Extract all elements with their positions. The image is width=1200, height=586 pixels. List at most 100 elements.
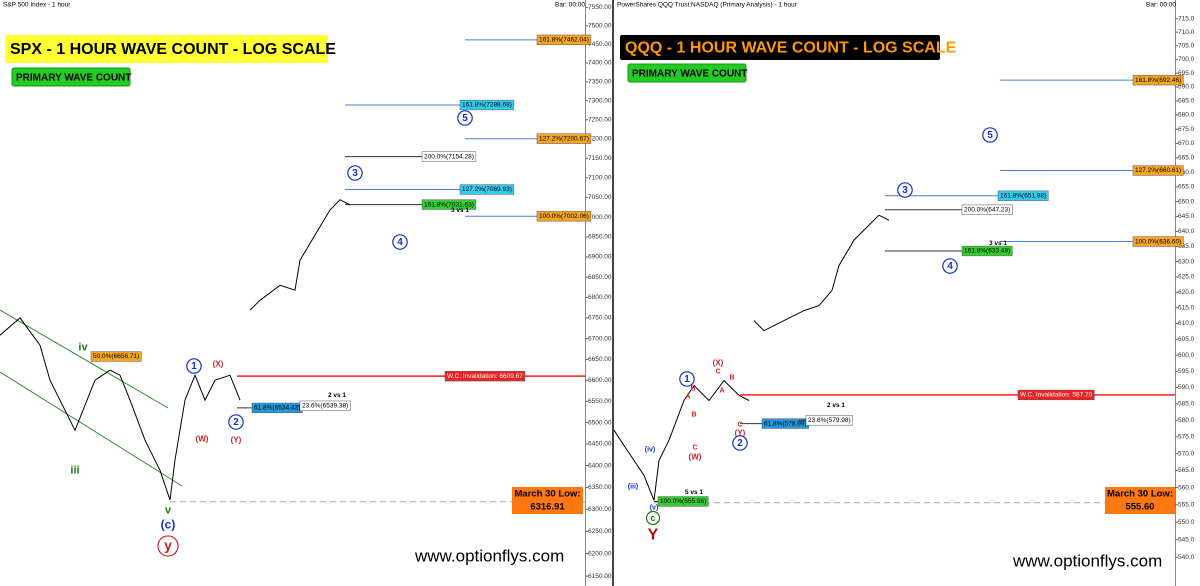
- level-label-box: [459, 99, 515, 111]
- level-label: 161.8%(7462.04): [539, 37, 589, 44]
- y-tick-label: 7550.00: [588, 4, 612, 11]
- y-tick-label: 645.0: [1178, 213, 1195, 220]
- y-tick-label: 7000.00: [588, 214, 612, 221]
- wave-label: C: [692, 444, 697, 451]
- y-tick-label: 7400.00: [588, 60, 612, 67]
- low-box: [512, 487, 583, 514]
- y-tick-label: 575.0: [1178, 434, 1195, 441]
- wave-label: (c): [161, 518, 176, 532]
- low-value: 6316.91: [530, 502, 565, 513]
- level-label-box: [421, 151, 477, 162]
- level-label: 200.0%(7154.28): [424, 153, 474, 160]
- level-label-box: [421, 199, 477, 210]
- y-tick-label: 6800.00: [588, 294, 612, 301]
- wave-label: 2 vs 1: [328, 392, 346, 399]
- level-label: 100.0%(636.60): [1135, 238, 1181, 245]
- wave-circle: [897, 182, 913, 198]
- y-tick-label: 675.0: [1178, 126, 1195, 133]
- wave-circle: [732, 435, 748, 451]
- y-tick-label: 6750.00: [588, 315, 612, 322]
- watermark: www.optionflys.com: [1012, 551, 1162, 570]
- chart-title: QQQ - 1 HOUR WAVE COUNT - LOG SCALE: [625, 40, 957, 57]
- y-tick-label: 6350.00: [588, 484, 612, 491]
- level-label: 127.2%(7200.67): [539, 135, 589, 142]
- level-label-box: [299, 400, 351, 411]
- wave-label: (v): [650, 504, 659, 511]
- y-tick-label: 590.0: [1178, 384, 1195, 391]
- y-tick-label: 710.0: [1178, 29, 1195, 36]
- y-tick-label: 6700.00: [588, 335, 612, 342]
- y-tick-label: 7450.00: [588, 41, 612, 48]
- level-label-box: [536, 211, 592, 222]
- y-tick-label: 6300.00: [588, 506, 612, 513]
- level-label: 200.0%(647.23): [964, 207, 1010, 214]
- wave-label: 3: [352, 168, 358, 179]
- level-label-box: [536, 133, 592, 144]
- price-line: [0, 199, 351, 501]
- level-label: 161.8%(692.46): [1135, 77, 1181, 84]
- level-label-box: [444, 371, 526, 382]
- y-tick-label: 7200.00: [588, 136, 612, 143]
- level-label-box: [997, 190, 1049, 201]
- y-tick-label: 585.0: [1178, 400, 1195, 407]
- chart-title: SPX - 1 HOUR WAVE COUNT - LOG SCALE: [10, 41, 336, 58]
- y-tick-label: 705.0: [1178, 42, 1195, 49]
- wave-label: 3 vs 1: [989, 240, 1007, 247]
- y-tick-label: 540.0: [1178, 554, 1195, 561]
- y-tick-label: 660.0: [1178, 169, 1195, 176]
- y-tick-label: 620.0: [1178, 289, 1195, 296]
- wave-label: iv: [78, 341, 88, 353]
- y-tick-label: 555.0: [1178, 502, 1195, 509]
- wave-label: (Y): [735, 429, 746, 438]
- y-tick-label: 570.0: [1178, 450, 1195, 457]
- price-line: [613, 214, 890, 501]
- y-tick-label: 560.0: [1178, 484, 1195, 491]
- wave-circle: [228, 414, 244, 430]
- wave-label: Y: [648, 527, 659, 544]
- y-tick-label: 6150.00: [588, 573, 612, 580]
- subtitle-box: [627, 63, 747, 83]
- chart-header: S&P 500 Index - 1 hour: [3, 2, 71, 9]
- level-label: 50.0%(6656.71): [93, 353, 139, 360]
- level-label: W.C. Invalidation: 587.70: [1020, 392, 1093, 399]
- y-tick-label: 6550.00: [588, 398, 612, 405]
- wave-label: 5: [987, 130, 993, 141]
- wave-label: (X): [213, 360, 224, 369]
- y-tick-label: 565.0: [1178, 467, 1195, 474]
- y-tick-label: 680.0: [1178, 112, 1195, 119]
- level-label-box: [805, 415, 853, 426]
- wave-label: 1: [684, 374, 690, 385]
- level-label: 161.8%(633.48): [964, 248, 1010, 255]
- wave-label: 4: [397, 237, 403, 248]
- y-tick-label: 605.0: [1178, 336, 1195, 343]
- level-label: 161.8%(7288.68): [462, 102, 512, 109]
- bar-info: Bar: 00:00: [555, 2, 585, 9]
- low-label: March 30 Low:: [1107, 489, 1173, 500]
- level-label-box: [1132, 236, 1184, 247]
- y-tick-label: 6250.00: [588, 528, 612, 535]
- y-tick-label: 6950.00: [588, 234, 612, 241]
- y-tick-label: 7250.00: [588, 116, 612, 123]
- y-tick-label: 580.0: [1178, 417, 1195, 424]
- wave-label: c: [650, 513, 655, 523]
- y-tick-label: 690.0: [1178, 84, 1195, 91]
- wave-circle: [679, 371, 695, 387]
- y-tick-label: 6200.00: [588, 550, 612, 557]
- wave-circle: [942, 258, 958, 274]
- wave-circle: [457, 110, 473, 126]
- low-label: March 30 Low:: [515, 489, 581, 500]
- wave-circle: [982, 127, 998, 143]
- level-label: 100.0%(555.96): [660, 498, 706, 505]
- trend-line: [0, 371, 183, 487]
- level-label-box: [1132, 165, 1184, 176]
- wave-label: 2 vs 1: [827, 402, 845, 409]
- y-tick-label: 715.0: [1178, 15, 1195, 22]
- wave-circle: [392, 234, 408, 250]
- chart-subtitle: PRIMARY WAVE COUNT: [16, 73, 131, 84]
- level-label: 161.8%(651.98): [1000, 192, 1046, 199]
- wave-label: A: [719, 387, 724, 394]
- wave-label: (iii): [628, 483, 639, 490]
- wave-circle: [157, 535, 179, 557]
